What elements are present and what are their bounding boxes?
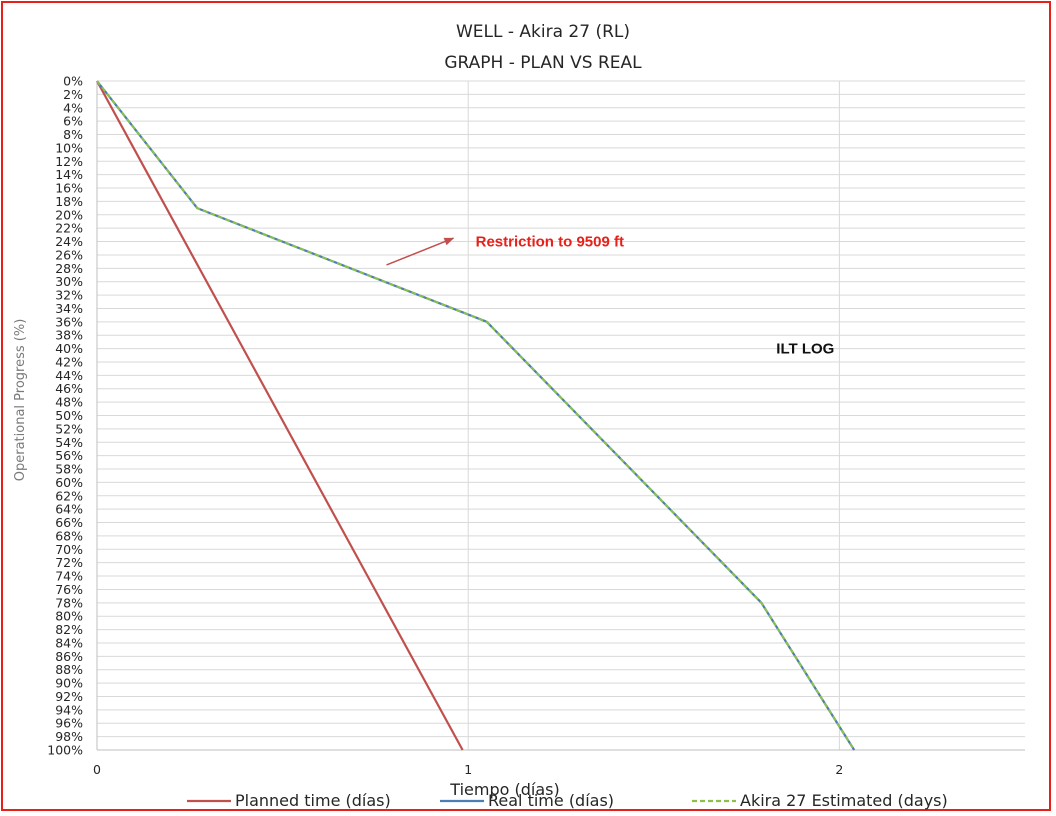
y-tick-label: 24% bbox=[55, 234, 83, 249]
y-tick-label: 32% bbox=[55, 288, 83, 303]
y-tick-label: 30% bbox=[55, 274, 83, 289]
y-axis-ticks: 0%2%4%6%8%10%12%14%16%18%20%22%24%26%28%… bbox=[47, 74, 83, 758]
y-tick-label: 18% bbox=[55, 194, 83, 209]
y-tick-label: 48% bbox=[55, 395, 83, 410]
y-tick-label: 44% bbox=[55, 368, 83, 383]
legend-label-2: Real time (días) bbox=[488, 791, 614, 810]
y-tick-label: 92% bbox=[55, 689, 83, 704]
y-tick-label: 34% bbox=[55, 301, 83, 316]
y-tick-label: 96% bbox=[55, 716, 83, 731]
y-tick-label: 20% bbox=[55, 207, 83, 222]
y-tick-label: 36% bbox=[55, 314, 83, 329]
y-tick-label: 72% bbox=[55, 555, 83, 570]
y-tick-label: 50% bbox=[55, 408, 83, 423]
x-axis-label: Tiempo (días) bbox=[449, 780, 559, 799]
y-tick-label: 54% bbox=[55, 435, 83, 450]
y-tick-label: 28% bbox=[55, 261, 83, 276]
y-tick-label: 16% bbox=[55, 181, 83, 196]
legend-label-3: Akira 27 Estimated (days) bbox=[740, 791, 948, 810]
y-tick-label: 60% bbox=[55, 475, 83, 490]
x-tick-label: 2 bbox=[835, 762, 843, 777]
y-tick-label: 78% bbox=[55, 595, 83, 610]
y-tick-label: 64% bbox=[55, 502, 83, 517]
annotation-arrow bbox=[386, 237, 455, 266]
y-tick-label: 62% bbox=[55, 488, 83, 503]
y-tick-label: 58% bbox=[55, 462, 83, 477]
y-tick-label: 26% bbox=[55, 247, 83, 262]
y-tick-label: 0% bbox=[63, 74, 83, 89]
series-line-1 bbox=[96, 80, 464, 751]
x-tick-label: 0 bbox=[93, 762, 101, 777]
y-tick-label: 46% bbox=[55, 381, 83, 396]
grid bbox=[96, 80, 1025, 751]
y-tick-label: 42% bbox=[55, 354, 83, 369]
y-tick-label: 70% bbox=[55, 542, 83, 557]
y-tick-label: 90% bbox=[55, 676, 83, 691]
y-tick-label: 88% bbox=[55, 662, 83, 677]
y-tick-label: 8% bbox=[63, 127, 83, 142]
annotations: Restriction to 9509 ft ILT LOG bbox=[386, 234, 834, 358]
x-tick-label: 1 bbox=[464, 762, 472, 777]
legend-label-1: Planned time (días) bbox=[235, 791, 391, 810]
series bbox=[96, 80, 856, 751]
y-tick-label: 4% bbox=[63, 100, 83, 115]
y-tick-label: 10% bbox=[55, 140, 83, 155]
y-tick-label: 22% bbox=[55, 221, 83, 236]
y-tick-label: 52% bbox=[55, 421, 83, 436]
annotation-text: Restriction to 9509 ft bbox=[476, 234, 624, 251]
series-line-3 bbox=[96, 80, 856, 751]
y-tick-label: 14% bbox=[55, 167, 83, 182]
y-tick-label: 84% bbox=[55, 635, 83, 650]
y-tick-label: 100% bbox=[47, 743, 83, 758]
y-tick-label: 94% bbox=[55, 702, 83, 717]
y-tick-label: 38% bbox=[55, 328, 83, 343]
y-tick-label: 56% bbox=[55, 448, 83, 463]
y-tick-label: 2% bbox=[63, 87, 83, 102]
y-tick-label: 66% bbox=[55, 515, 83, 530]
y-tick-label: 80% bbox=[55, 609, 83, 624]
y-tick-label: 40% bbox=[55, 341, 83, 356]
y-tick-label: 6% bbox=[63, 114, 83, 129]
y-tick-label: 74% bbox=[55, 569, 83, 584]
y-tick-label: 82% bbox=[55, 622, 83, 637]
legend: Planned time (días) Real time (días) Akira… bbox=[187, 791, 948, 810]
chart-subtitle: GRAPH - PLAN VS REAL bbox=[444, 53, 642, 73]
y-tick-label: 76% bbox=[55, 582, 83, 597]
y-tick-label: 98% bbox=[55, 729, 83, 744]
annotation-text: ILT LOG bbox=[776, 341, 834, 358]
y-tick-label: 12% bbox=[55, 154, 83, 169]
y-tick-label: 86% bbox=[55, 649, 83, 664]
chart-title: WELL - Akira 27 (RL) bbox=[456, 22, 630, 42]
y-tick-label: 68% bbox=[55, 528, 83, 543]
y-axis-label: Operational Progress (%) bbox=[13, 319, 28, 482]
x-axis-ticks: 0 1 2 bbox=[93, 762, 843, 777]
